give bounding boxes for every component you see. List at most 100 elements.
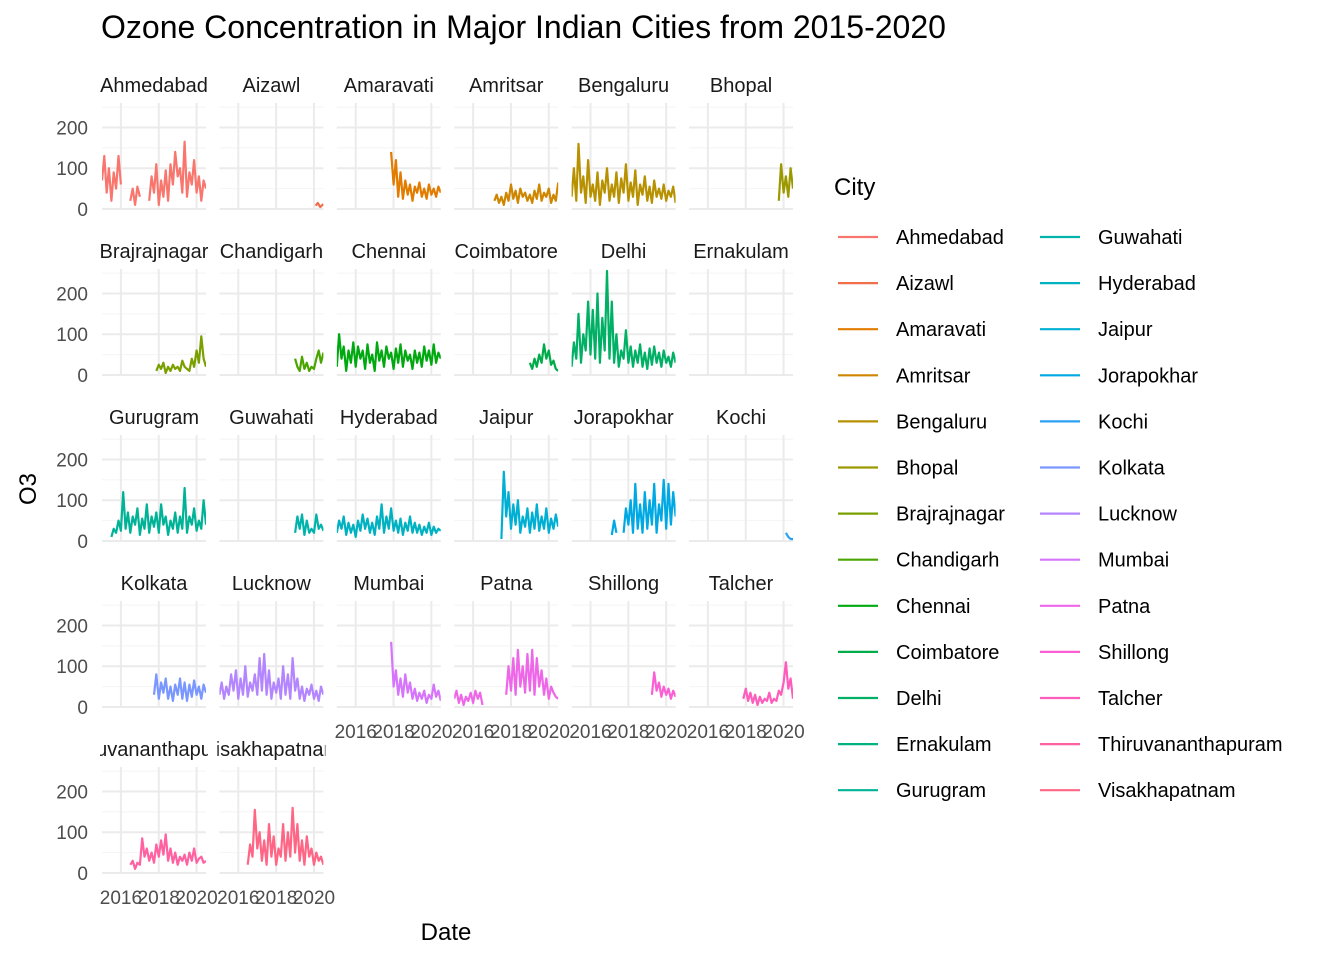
- facet-panel: Chennai: [336, 241, 441, 376]
- x-tick-label: 2016: [217, 888, 259, 909]
- legend-label: Bengaluru: [896, 411, 987, 433]
- facet-strip-label: Visakhapatnam: [203, 739, 341, 761]
- legend-label: Mumbai: [1098, 550, 1169, 572]
- legend-label: Kolkata: [1098, 458, 1166, 480]
- legend-label: Brajrajnagar: [896, 504, 1005, 526]
- series-line-thiruvananthapuram: [129, 833, 206, 871]
- legend-item: Jorapokhar: [1040, 365, 1198, 387]
- y-tick-label: 100: [56, 823, 88, 844]
- legend-label: Chandigarh: [896, 550, 999, 572]
- x-tick-label: 2016: [452, 722, 494, 743]
- facet-strip-label: Lucknow: [232, 573, 311, 595]
- y-tick-label: 0: [77, 366, 88, 387]
- x-tick-label: 2018: [607, 722, 649, 743]
- facet-strip-label: Talcher: [709, 573, 774, 595]
- series-line-brajrajnagar: [155, 335, 206, 375]
- y-tick-label: 200: [56, 616, 88, 637]
- x-tick-label: 2018: [725, 722, 767, 743]
- y-tick-label: 200: [56, 782, 88, 803]
- y-tick-label: 0: [77, 200, 88, 221]
- series-line-coimbatore: [528, 343, 559, 372]
- legend-item: Jaipur: [1040, 319, 1153, 341]
- series-line-amritsar: [493, 182, 559, 206]
- legend-item: Chandigarh: [838, 550, 999, 572]
- legend-item: Hyderabad: [1040, 273, 1196, 295]
- facet-strip-label: Chandigarh: [220, 241, 323, 263]
- series-line-patna: [454, 689, 484, 707]
- facet-strip-label: Aizawl: [243, 75, 301, 97]
- facet-strip-label: Ernakulam: [693, 241, 789, 263]
- facet-panels: Ahmedabad 0 100 200 Aizawl Amaravati Amritsar B…: [56, 75, 804, 909]
- legend-label: Kochi: [1098, 411, 1148, 433]
- legend-item: Bengaluru: [838, 411, 987, 433]
- legend-label: Thiruvananthapuram: [1098, 734, 1283, 756]
- y-axis-title: O3: [15, 473, 42, 505]
- legend-item: Amaravati: [838, 319, 986, 341]
- facet-strip-label: Gurugram: [109, 407, 199, 429]
- legend-label: Chennai: [896, 596, 971, 618]
- legend-label: Jaipur: [1098, 319, 1153, 341]
- legend-item: Aizawl: [838, 273, 954, 295]
- series-line-guwahati: [294, 513, 324, 537]
- facet-strip-label: Chennai: [352, 241, 427, 263]
- x-tick-label: 2016: [569, 722, 611, 743]
- legend-label: Lucknow: [1098, 504, 1177, 526]
- facet-panel: Delhi: [571, 241, 676, 376]
- series-line-hyderabad: [336, 503, 441, 539]
- y-tick-label: 100: [56, 325, 88, 346]
- facet-strip-label: Jaipur: [479, 407, 534, 429]
- facet-panel: Jaipur: [454, 407, 559, 542]
- y-tick-label: 200: [56, 450, 88, 471]
- series-line-patna: [505, 648, 559, 700]
- facet-strip-label: Mumbai: [353, 573, 424, 595]
- legend-label: Guwahati: [1098, 227, 1183, 249]
- legend-label: Delhi: [896, 688, 942, 710]
- legend-label: Jorapokhar: [1098, 365, 1198, 387]
- series-line-bengaluru: [571, 142, 676, 206]
- y-tick-label: 0: [77, 864, 88, 885]
- x-tick-label: 2020: [528, 722, 570, 743]
- x-tick-label: 2020: [762, 722, 804, 743]
- x-tick-label: 2016: [100, 888, 142, 909]
- facet-panel: Ernakulam: [689, 241, 793, 376]
- facet-panel: Guwahati: [219, 407, 324, 542]
- series-line-ahmedabad: [148, 140, 206, 206]
- legend-item: Gurugram: [838, 780, 986, 802]
- x-tick-label: 2018: [372, 722, 414, 743]
- legend-label: Gurugram: [896, 780, 986, 802]
- series-line-mumbai: [390, 641, 441, 705]
- series-line-jorapokhar: [622, 478, 676, 534]
- series-line-ahmedabad: [102, 154, 122, 202]
- y-tick-label: 0: [77, 698, 88, 719]
- y-tick-label: 100: [56, 491, 88, 512]
- facet-panel: Aizawl: [219, 75, 324, 210]
- legend-label: Amritsar: [896, 365, 971, 387]
- facet-panel: Amritsar: [454, 75, 559, 210]
- x-tick-label: 2018: [255, 888, 297, 909]
- series-line-amaravati: [390, 151, 441, 202]
- legend-item: Guwahati: [1040, 227, 1183, 249]
- legend-item: Shillong: [1040, 642, 1169, 664]
- y-tick-label: 100: [56, 159, 88, 180]
- facet-panel: Hyderabad: [336, 407, 441, 542]
- legend-label: Coimbatore: [896, 642, 999, 664]
- legend-item: Delhi: [838, 688, 942, 710]
- facet-panel: Chandigarh: [219, 241, 324, 376]
- series-line-gurugram: [110, 486, 206, 538]
- x-tick-label: 2020: [293, 888, 335, 909]
- facet-panel: Amaravati: [336, 75, 441, 210]
- legend-item: Brajrajnagar: [838, 504, 1005, 526]
- legend-item: Amritsar: [838, 365, 971, 387]
- facet-strip-label: Thiruvananthapuram: [62, 739, 247, 761]
- facet-strip-label: Kochi: [716, 407, 766, 429]
- legend-item: Talcher: [1040, 688, 1163, 710]
- facet-strip-label: Patna: [480, 573, 533, 595]
- facet-strip-label: Shillong: [588, 573, 659, 595]
- legend-item: Mumbai: [1040, 550, 1169, 572]
- series-line-shillong: [650, 671, 676, 700]
- facet-panel: Kochi: [689, 407, 793, 542]
